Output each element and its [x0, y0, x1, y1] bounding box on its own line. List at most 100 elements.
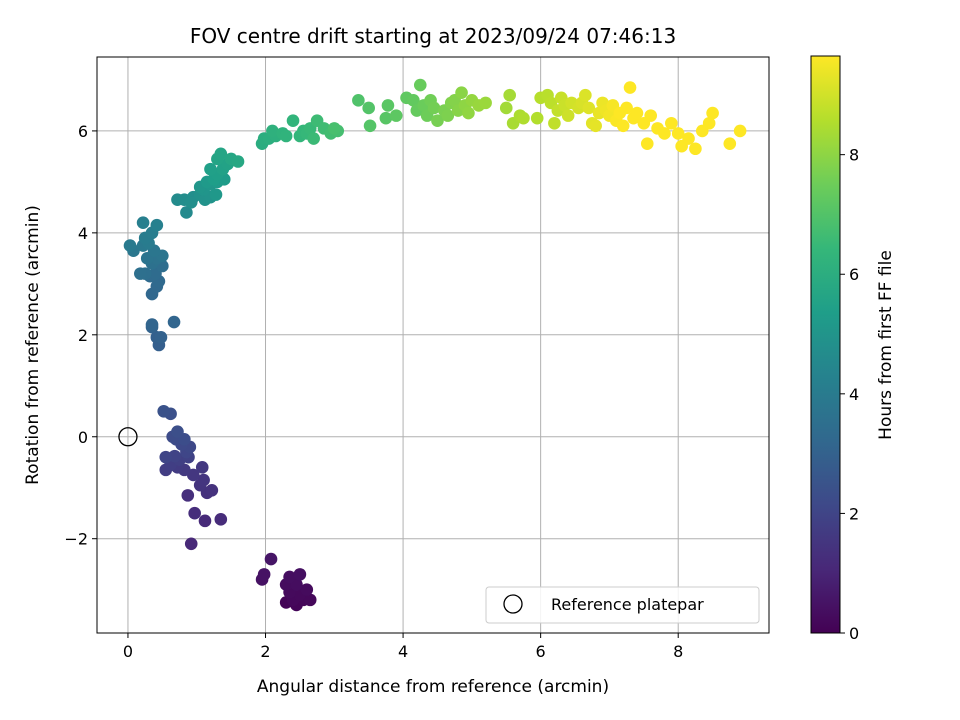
data-point: [188, 506, 201, 520]
x-tick-label: 2: [260, 642, 270, 661]
data-point: [658, 127, 671, 140]
data-point: [441, 109, 455, 122]
legend: Reference platepar: [485, 586, 760, 624]
data-point: [134, 267, 147, 280]
data-point: [706, 106, 719, 120]
data-point: [167, 315, 181, 329]
data-point: [479, 96, 492, 110]
data-point: [548, 116, 561, 130]
data-point: [363, 119, 377, 133]
data-point: [157, 404, 171, 418]
data-point: [644, 109, 657, 122]
data-point: [214, 147, 228, 161]
data-point: [154, 331, 168, 344]
data-point: [171, 425, 184, 438]
data-point: [630, 106, 644, 120]
x-axis-label: Angular distance from reference (arcmin): [257, 677, 609, 697]
data-point: [195, 461, 209, 474]
data-point: [702, 116, 716, 130]
legend-marker: [503, 594, 523, 614]
data-point: [283, 570, 296, 584]
data-point: [136, 216, 150, 229]
data-point: [180, 206, 193, 219]
data-point: [517, 111, 530, 125]
data-point: [530, 111, 544, 125]
y-tick-label: −2: [64, 530, 88, 549]
y-tick-label: 6: [78, 122, 88, 141]
plot-frame: [96, 56, 770, 634]
data-point: [427, 101, 441, 115]
data-point: [689, 142, 702, 156]
colorbar-ticks: 0 2 4 6 8: [840, 146, 859, 643]
y-tick-label: 2: [78, 326, 88, 345]
data-point: [682, 132, 695, 145]
data-point: [145, 318, 159, 331]
data-point: [279, 129, 293, 143]
data-point: [257, 568, 271, 581]
colorbar-label: Hours from first FF file: [876, 250, 896, 440]
data-point: [723, 137, 737, 150]
data-point: [462, 106, 475, 120]
colorbar-gradient: [810, 55, 841, 634]
legend-label: Reference platepar: [551, 595, 704, 614]
data-point: [150, 218, 164, 232]
data-point: [293, 568, 307, 581]
data-point: [582, 101, 596, 115]
data-point: [640, 137, 654, 150]
colorbar-tick-label: 2: [849, 504, 859, 523]
data-point: [620, 101, 633, 115]
y-axis-label: Rotation from reference (arcmin): [23, 205, 43, 485]
data-point: [181, 489, 195, 502]
colorbar-tick-label: 4: [849, 385, 859, 404]
data-point: [589, 119, 602, 133]
data-point: [413, 78, 427, 92]
colorbar-tick-label: 0: [849, 624, 859, 643]
data-point: [389, 109, 403, 122]
data-point: [307, 132, 320, 145]
data-point: [264, 552, 278, 566]
data-point: [198, 514, 212, 528]
data-point: [184, 537, 198, 551]
data-point: [184, 195, 198, 209]
data-point: [671, 127, 685, 140]
x-tick-label: 8: [673, 642, 683, 661]
data-point: [197, 473, 210, 487]
x-tick-label: 4: [398, 642, 408, 661]
data-point: [209, 188, 223, 201]
data-point: [300, 583, 314, 596]
data-point: [499, 101, 513, 115]
chart-title: FOV centre drift starting at 2023/09/24 …: [190, 24, 676, 48]
data-point: [455, 86, 468, 99]
data-point: [733, 124, 747, 138]
data-point: [381, 99, 395, 112]
data-point: [266, 124, 279, 138]
data-point: [204, 162, 217, 176]
data-point: [352, 94, 365, 107]
data-point: [231, 155, 245, 168]
data-point: [286, 114, 300, 128]
data-point: [503, 88, 516, 102]
data-point: [214, 513, 228, 526]
colorbar: 0 2 4 6 8 Hours from first FF file: [810, 55, 896, 643]
y-tick-label: 0: [78, 428, 88, 447]
data-point: [561, 109, 575, 122]
data-point: [303, 593, 317, 607]
data-point: [123, 239, 137, 252]
data-point: [665, 116, 678, 130]
data-point: [407, 94, 420, 107]
data-point: [616, 119, 630, 133]
legend-box: [485, 586, 760, 624]
colorbar-tick-label: 8: [849, 146, 859, 165]
data-points: [118, 78, 747, 612]
data-point: [362, 101, 375, 115]
y-tick-label: 4: [78, 224, 88, 243]
reference-point: [118, 427, 138, 447]
data-point: [431, 114, 444, 128]
data-point: [327, 122, 341, 135]
x-tick-label: 0: [123, 642, 133, 661]
data-point: [579, 88, 592, 102]
grid-lines: [97, 57, 769, 633]
data-point: [379, 111, 393, 125]
colorbar-tick-label: 6: [849, 265, 859, 284]
